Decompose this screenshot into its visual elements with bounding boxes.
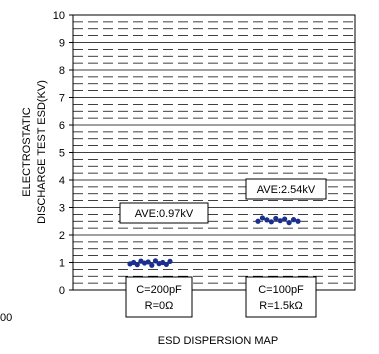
data-point [273, 215, 279, 222]
y-tick-label: 8 [59, 65, 65, 77]
grid-lines [73, 14, 355, 291]
data-point [145, 259, 151, 265]
data-point [290, 217, 297, 223]
y-tick-labels: 0 1 2 3 4 5 6 7 8 9 10 [53, 10, 73, 297]
y-tick-label: 3 [59, 203, 65, 215]
y-tick-label: 6 [59, 120, 65, 132]
average-box [245, 178, 327, 200]
condition-resistance: R=1.5kΩ [259, 300, 302, 312]
y-tick-label: 4 [59, 175, 65, 187]
x-axis-title: ESD DISPERSION MAP [158, 335, 278, 347]
y-axis-title-line2: DISCHARGE TEST ESD(KV) [36, 80, 48, 224]
data-point [286, 220, 292, 226]
data-point [282, 216, 288, 222]
condition-capacitance: C=200pF [136, 284, 182, 296]
y-tick-label: 7 [59, 93, 65, 105]
average-box [119, 202, 209, 224]
annotations: AVE:0.97kV C=200pF R=0Ω AVE:2.54kV C=100pF R=… [119, 178, 327, 318]
y-tick-label: 2 [59, 230, 65, 242]
data-point [259, 215, 266, 221]
y-tick-label: 1 [59, 258, 65, 270]
average-label: AVE:2.54kV [257, 184, 316, 196]
condition-box [245, 276, 317, 318]
condition-resistance: R=0Ω [145, 300, 174, 312]
average-label: AVE:0.97kV [135, 208, 194, 220]
y-tick-label: 5 [59, 148, 65, 160]
y-tick-label: 9 [59, 38, 65, 50]
condition-capacitance: C=100pF [258, 284, 304, 296]
data-point [264, 217, 270, 223]
y-tick-label: 0 [59, 285, 65, 297]
data-point [134, 262, 140, 268]
data-point [163, 261, 169, 268]
y-tick-label: 10 [53, 10, 65, 22]
data-point [268, 219, 274, 225]
data-point [167, 258, 173, 264]
data-point [152, 258, 159, 264]
data-point [277, 218, 283, 224]
data-point [255, 218, 261, 224]
partial-left-label: 00 [0, 312, 12, 324]
condition-box [125, 276, 193, 318]
y-axis-title-line1: ELECTROSTATIC [21, 107, 33, 196]
data-points [127, 215, 301, 268]
data-point [295, 218, 301, 224]
data-point [149, 262, 155, 268]
